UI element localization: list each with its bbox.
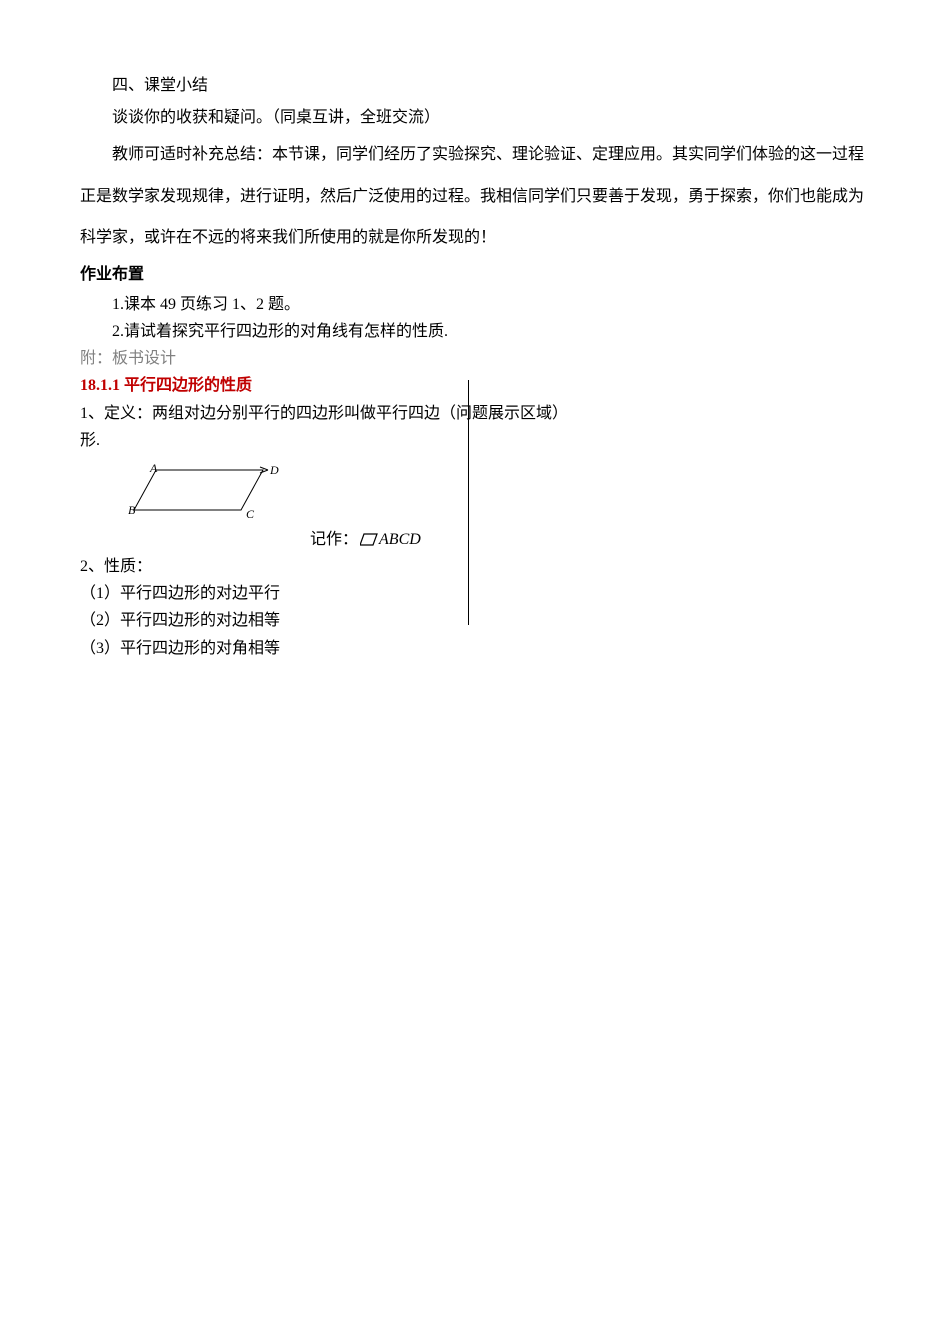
property-1: （1）平行四边形的对边平行	[80, 580, 870, 607]
notation-abcd: ABCD	[379, 526, 421, 553]
definition-text: 1、定义：两组对边分别平行的四边形叫做平行四边形.	[80, 400, 440, 454]
property-2: （2）平行四边形的对边相等	[80, 607, 870, 634]
appendix-title: 附：板书设计	[80, 345, 870, 372]
parallelogram-figure: A B C D	[80, 454, 870, 534]
notation-label: 记作：	[310, 526, 358, 553]
problem-display-area-label: （问题展示区域）	[440, 400, 568, 454]
homework-item-2: 2.请试着探究平行四边形的对角线有怎样的性质.	[80, 318, 870, 345]
homework-item-1: 1.课本 49 页练习 1、2 题。	[80, 291, 870, 318]
vertex-b-label: B	[128, 503, 136, 517]
section-4-title: 四、课堂小结	[80, 70, 870, 102]
vertex-d-label: D	[269, 463, 279, 477]
section-4-line1: 谈谈你的收获和疑问。（同桌互讲，全班交流）	[80, 102, 870, 134]
section-4-paragraph: 教师可适时补充总结：本节课，同学们经历了实验探究、理论验证、定理应用。其实同学们…	[80, 134, 870, 259]
properties-label: 2、性质：	[80, 553, 870, 580]
vertex-a-label: A	[149, 462, 158, 475]
homework-title: 作业布置	[80, 259, 870, 291]
property-3: （3）平行四边形的对角相等	[80, 635, 870, 662]
parallelogram-symbol-icon	[360, 533, 378, 546]
board-title: 18.1.1 平行四边形的性质	[80, 372, 870, 399]
vertical-divider	[468, 380, 469, 625]
vertex-c-label: C	[246, 507, 255, 520]
